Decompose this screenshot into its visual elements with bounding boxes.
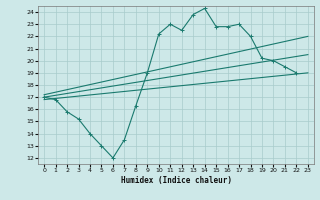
X-axis label: Humidex (Indice chaleur): Humidex (Indice chaleur) [121,176,231,185]
